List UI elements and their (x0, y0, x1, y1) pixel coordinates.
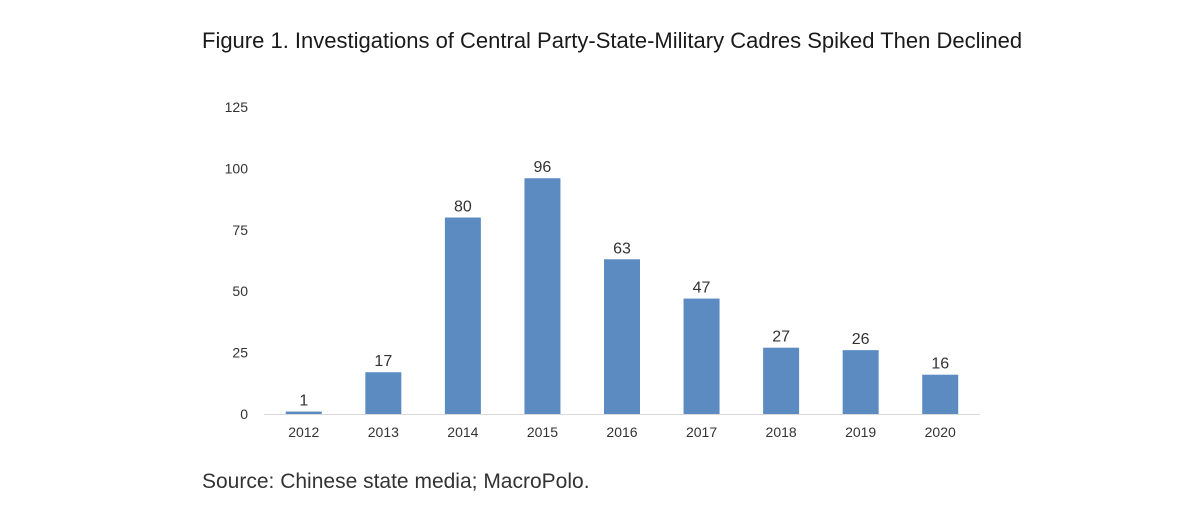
y-axis-ticks: 0 25 50 75 100 125 (225, 99, 249, 422)
bar-2019 (842, 350, 879, 414)
data-label-2019: 26 (852, 331, 870, 348)
bar-2015 (524, 178, 561, 414)
y-tick-label: 25 (232, 345, 248, 361)
bar-2012 (285, 411, 322, 414)
x-tick-label: 2018 (766, 424, 797, 440)
y-tick-label: 125 (225, 99, 249, 115)
y-tick-label: 100 (225, 160, 249, 176)
data-label-2015: 96 (534, 159, 552, 176)
bar-2016 (604, 259, 640, 414)
data-label-2017: 47 (693, 280, 711, 297)
data-labels: 1 17 80 96 63 47 27 26 16 (299, 159, 949, 409)
data-label-2016: 63 (613, 240, 631, 257)
x-tick-label: 2012 (288, 424, 319, 440)
data-label-2013: 17 (374, 353, 392, 370)
bar-2013 (365, 372, 402, 414)
x-tick-label: 2013 (368, 424, 399, 440)
data-label-2018: 27 (772, 329, 790, 346)
bar-2017 (683, 298, 720, 414)
y-tick-label: 75 (232, 222, 248, 238)
data-label-2014: 80 (454, 199, 472, 216)
x-tick-label: 2015 (527, 424, 558, 440)
bar-2018 (763, 347, 800, 414)
chart-title: Figure 1. Investigations of Central Part… (202, 28, 1023, 53)
y-tick-label: 50 (232, 283, 248, 299)
bar-2014 (444, 217, 481, 414)
x-tick-label: 2019 (845, 424, 876, 440)
bar-2020 (922, 374, 959, 414)
x-tick-label: 2014 (447, 424, 478, 440)
bars (285, 178, 959, 414)
x-tick-label: 2020 (925, 424, 956, 440)
y-tick-label: 0 (240, 406, 248, 422)
source-note: Source: Chinese state media; MacroPolo. (202, 470, 590, 493)
x-tick-label: 2016 (606, 424, 637, 440)
data-label-2012: 1 (299, 393, 308, 410)
x-tick-label: 2017 (686, 424, 717, 440)
x-axis-ticks: 2012 2013 2014 2015 2016 2017 2018 2019 2020 (288, 424, 956, 440)
data-label-2020: 16 (931, 356, 949, 373)
